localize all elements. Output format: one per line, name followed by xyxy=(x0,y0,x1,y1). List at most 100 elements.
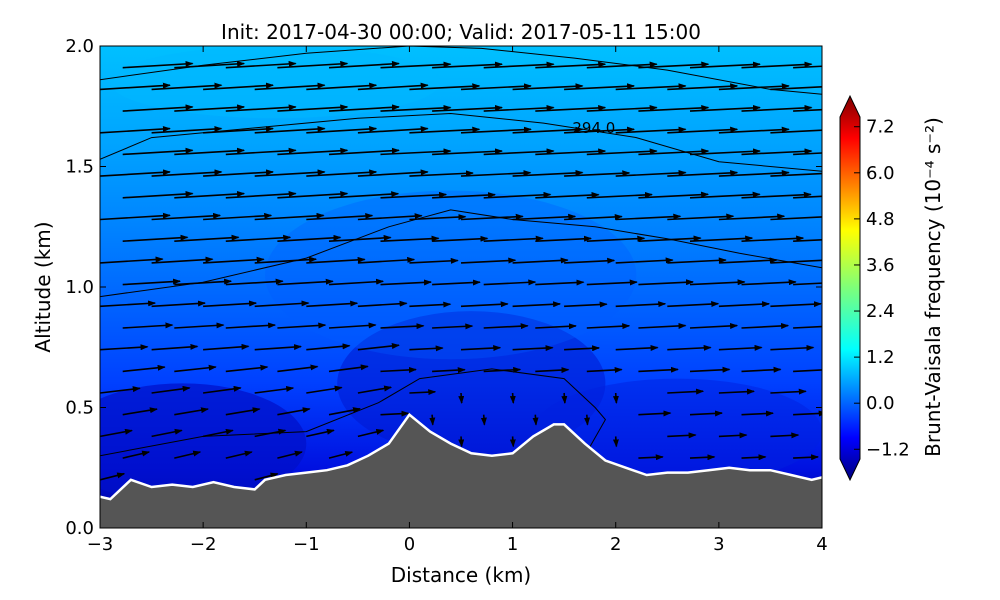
wind-arrow xyxy=(277,450,303,459)
wind-arrow xyxy=(328,364,369,373)
y-tick-label: 0.0 xyxy=(65,518,94,539)
wind-arrow xyxy=(174,407,209,416)
wind-arrow xyxy=(535,367,570,374)
wind-arrow xyxy=(203,256,265,264)
wind-arrow xyxy=(203,82,274,91)
wind-arrow xyxy=(254,385,295,394)
wind-arrow xyxy=(793,65,822,69)
wind-arrow xyxy=(793,369,822,373)
wind-arrow xyxy=(564,301,608,308)
wind-arrow xyxy=(328,147,400,156)
wind-arrow xyxy=(770,432,800,439)
x-tick-label: 1 xyxy=(507,534,518,555)
wind-arrow xyxy=(122,104,194,112)
wind-arrow xyxy=(151,300,206,308)
wind-arrow xyxy=(615,301,667,308)
wind-arrow xyxy=(328,191,400,199)
wind-arrow xyxy=(770,216,822,221)
wind-arrow xyxy=(638,148,710,156)
x-tick-label: 0 xyxy=(404,534,415,555)
wind-arrow xyxy=(460,213,524,221)
wind-arrow xyxy=(509,436,516,448)
wind-arrow xyxy=(535,323,577,330)
wind-arrow xyxy=(225,322,277,329)
wind-arrow xyxy=(483,191,552,199)
wind-arrow xyxy=(483,279,537,286)
wind-arrow xyxy=(432,104,503,112)
wind-arrow xyxy=(689,191,761,199)
wind-arrow xyxy=(277,60,349,69)
wind-arrow xyxy=(328,450,354,459)
x-axis: −3 −2 −1 0 1 2 3 4 xyxy=(87,46,828,555)
wind-arrow xyxy=(667,388,705,395)
wind-arrow xyxy=(460,83,532,91)
wind-arrow xyxy=(532,414,539,426)
wind-arrow xyxy=(612,392,619,404)
y-axis-label: Altitude (km) xyxy=(31,221,55,352)
wind-arrow xyxy=(586,235,646,242)
wind-arrow xyxy=(277,147,349,156)
wind-arrow xyxy=(328,104,400,112)
wind-arrow xyxy=(203,212,273,221)
wind-arrow xyxy=(612,436,619,448)
colorbar-tick-label: 7.2 xyxy=(866,117,895,138)
wind-arrow xyxy=(741,235,805,242)
wind-arrow xyxy=(122,450,151,459)
x-tick-label: 3 xyxy=(713,534,724,555)
wind-arrow xyxy=(409,345,444,352)
wind-arrow xyxy=(174,60,246,69)
wind-arrow xyxy=(151,343,199,351)
wind-vectors xyxy=(100,60,822,481)
wind-arrow xyxy=(122,60,194,69)
x-tick-label: −2 xyxy=(190,534,217,555)
wind-arrow xyxy=(638,454,664,461)
wind-arrow xyxy=(535,279,585,286)
y-tick-label: 1.0 xyxy=(65,277,94,298)
wind-arrow xyxy=(357,82,429,91)
wind-arrow xyxy=(328,60,400,69)
wind-arrow xyxy=(202,428,234,438)
wind-arrow xyxy=(432,279,481,286)
wind-arrow xyxy=(174,191,246,199)
wind-arrow xyxy=(793,410,822,417)
wind-arrow xyxy=(718,388,755,395)
wind-arrow xyxy=(100,344,149,351)
y-tick-label: 2.0 xyxy=(65,36,94,57)
wind-arrow xyxy=(793,108,822,112)
wind-arrow xyxy=(409,257,459,264)
wind-arrow xyxy=(254,472,279,481)
wind-arrow xyxy=(741,322,790,329)
wind-arrow xyxy=(254,169,326,177)
wind-arrow xyxy=(793,282,822,286)
wind-arrow xyxy=(667,257,727,264)
wind-arrow xyxy=(586,323,631,330)
contour-line-3 xyxy=(100,368,607,457)
wind-arrow xyxy=(174,278,233,286)
colorbar-bar xyxy=(839,94,861,482)
wind-arrow xyxy=(306,126,378,134)
wind-arrow xyxy=(151,169,223,177)
wind-arrow xyxy=(483,104,555,112)
wind-arrow xyxy=(380,148,452,156)
wind-arrow xyxy=(100,82,171,91)
wind-arrow xyxy=(689,410,723,417)
x-tick-label: −3 xyxy=(87,534,114,555)
wind-arrow xyxy=(357,169,429,177)
wind-arrow xyxy=(741,61,813,69)
wind-arrow xyxy=(254,300,310,308)
wind-arrow xyxy=(277,278,334,286)
wind-arrow xyxy=(174,364,217,373)
wind-arrow xyxy=(328,278,385,286)
wind-arrow xyxy=(225,60,297,69)
wind-arrow xyxy=(174,234,240,242)
y-tick-label: 1.5 xyxy=(65,157,94,178)
wind-arrow xyxy=(174,322,225,329)
wind-arrow xyxy=(770,86,822,91)
wind-arrow xyxy=(225,191,297,199)
y-axis: 0.0 0.5 1.0 1.5 2.0 xyxy=(65,36,822,539)
wind-arrow xyxy=(770,301,822,308)
wind-arrow xyxy=(718,301,771,308)
wind-arrow xyxy=(718,257,778,264)
wind-arrow xyxy=(638,191,710,199)
wind-arrow xyxy=(432,61,503,69)
